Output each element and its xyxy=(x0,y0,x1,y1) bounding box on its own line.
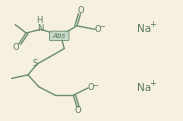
Text: O: O xyxy=(78,6,84,15)
Text: O: O xyxy=(95,25,101,34)
Text: O: O xyxy=(87,83,94,92)
FancyBboxPatch shape xyxy=(50,31,69,41)
Text: −: − xyxy=(99,24,105,30)
Text: Na: Na xyxy=(137,83,151,93)
Text: N: N xyxy=(38,24,44,33)
Text: H: H xyxy=(37,16,43,25)
Text: O: O xyxy=(13,43,19,52)
Text: +: + xyxy=(150,79,156,88)
Text: Na: Na xyxy=(137,24,151,34)
Text: Abs: Abs xyxy=(52,33,66,39)
Text: −: − xyxy=(92,83,98,89)
Text: O: O xyxy=(74,106,81,115)
Text: S: S xyxy=(33,59,38,68)
Text: +: + xyxy=(150,20,156,29)
